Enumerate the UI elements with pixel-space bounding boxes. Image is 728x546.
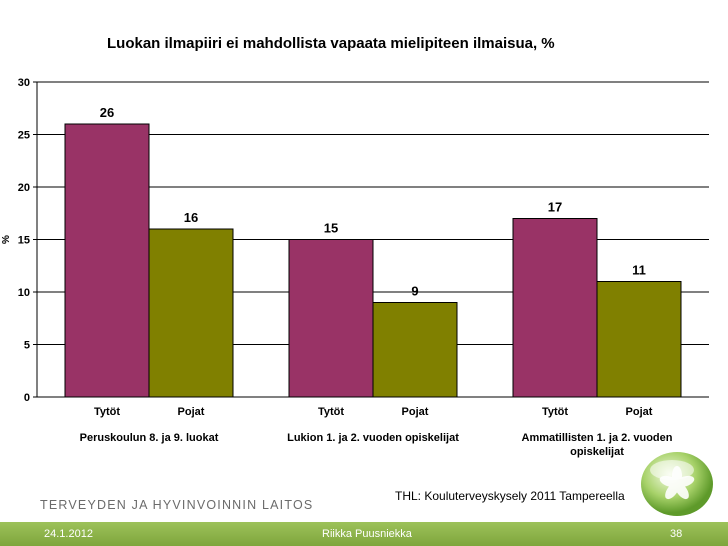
y-tick-label: 30 [18, 77, 30, 89]
data-label: 11 [632, 263, 646, 278]
bar [512, 218, 598, 398]
footer-date: 24.1.2012 [44, 528, 93, 540]
data-label: 17 [548, 200, 562, 215]
thl-logo-icon [641, 452, 713, 516]
group-label: Ammatillisten 1. ja 2. vuoden [522, 432, 673, 444]
x-category-label: Tytöt [542, 406, 568, 418]
organization-name: TERVEYDEN JA HYVINVOINNIN LAITOS [40, 498, 314, 512]
bar [288, 239, 374, 398]
bar [148, 228, 234, 398]
group-label: Lukion 1. ja 2. vuoden opiskelijat [287, 432, 459, 444]
page-number: 38 [670, 528, 683, 540]
data-label: 16 [184, 210, 198, 225]
x-category-label: Tytöt [94, 406, 120, 418]
y-axis-label: % [1, 235, 12, 244]
x-category-label: Tytöt [318, 406, 344, 418]
data-label: 26 [100, 105, 114, 120]
data-label: 9 [411, 284, 418, 299]
bar [64, 123, 150, 398]
footer-author: Riikka Puusniekka [322, 528, 412, 540]
group-label: Peruskoulun 8. ja 9. luokat [80, 432, 219, 444]
x-category-label: Pojat [626, 406, 653, 418]
source-note: THL: Kouluterveyskysely 2011 Tampereella [395, 489, 625, 503]
y-tick-label: 0 [24, 392, 30, 404]
y-tick-label: 15 [18, 235, 30, 247]
bar [372, 302, 458, 398]
x-category-label: Pojat [178, 406, 205, 418]
y-tick-label: 10 [18, 287, 30, 299]
group-label-line2: opiskelijat [570, 446, 624, 458]
footer-bar: 24.1.2012 Riikka Puusniekka 38 [0, 522, 728, 546]
bar [596, 281, 682, 398]
data-label: 15 [324, 221, 338, 236]
bar-chart: Luokan ilmapiiri ei mahdollista vapaata … [1, 35, 709, 458]
y-tick-label: 5 [24, 340, 30, 352]
x-category-label: Pojat [402, 406, 429, 418]
y-tick-label: 20 [18, 182, 30, 194]
chart-title: Luokan ilmapiiri ei mahdollista vapaata … [107, 35, 555, 52]
y-tick-label: 25 [18, 130, 30, 142]
